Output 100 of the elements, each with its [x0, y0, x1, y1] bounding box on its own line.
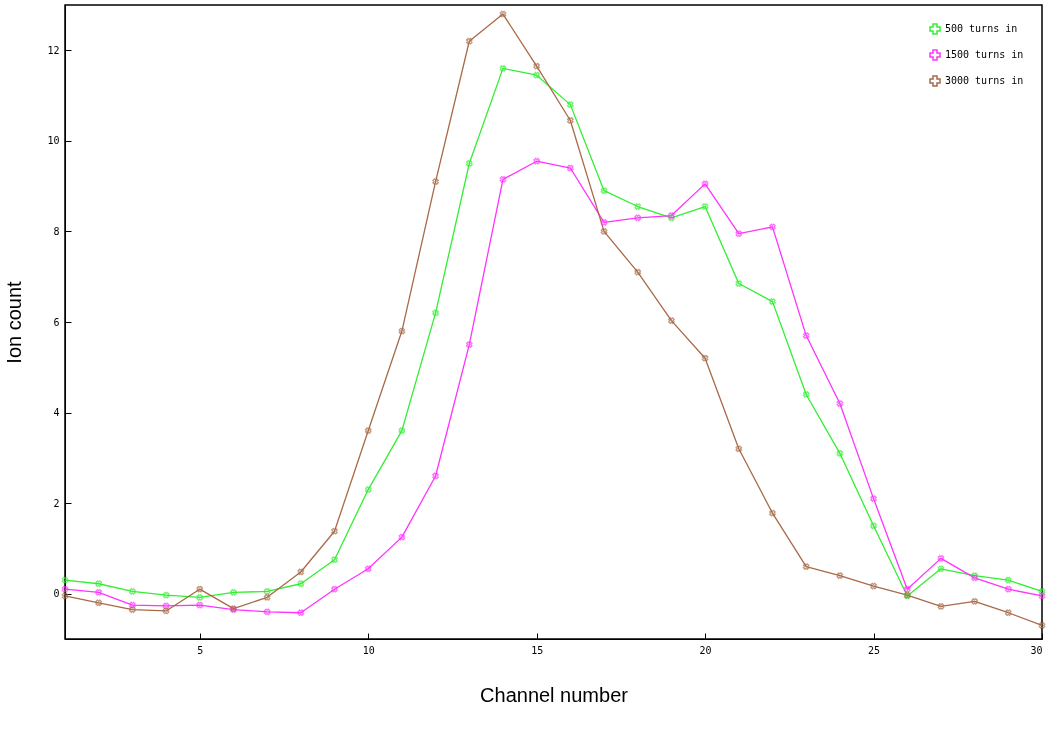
- y-tick-label: 4: [53, 407, 60, 419]
- point: [903, 585, 911, 593]
- legend-label: 500 turns in: [945, 23, 1018, 34]
- point: [836, 400, 844, 407]
- point: [1038, 588, 1046, 595]
- point: [162, 607, 170, 615]
- point: [600, 187, 608, 195]
- point: [61, 576, 69, 584]
- y-axis-title: Ion count: [3, 280, 26, 364]
- point: [499, 10, 507, 18]
- point: [364, 486, 372, 493]
- point: [297, 580, 305, 588]
- point: [1038, 622, 1046, 629]
- x-tick-label: 25: [868, 644, 881, 656]
- point: [95, 580, 103, 588]
- legend-label: 1500 turns in: [945, 49, 1024, 60]
- point: [937, 565, 945, 573]
- point: [331, 556, 338, 564]
- point: [196, 601, 204, 609]
- point: [297, 609, 305, 617]
- y-tick-label: 6: [53, 316, 60, 328]
- point: [1004, 576, 1012, 584]
- point: [61, 585, 69, 593]
- x-tick-label: 10: [362, 644, 375, 656]
- point: [230, 588, 237, 596]
- point: [95, 599, 103, 607]
- point: [802, 391, 810, 398]
- point: [61, 592, 69, 600]
- point: [870, 495, 877, 502]
- point: [566, 164, 574, 172]
- point: [701, 180, 709, 188]
- point: [465, 37, 473, 45]
- point: [533, 71, 541, 79]
- point: [263, 608, 271, 616]
- x-tick-label: 30: [1030, 644, 1043, 656]
- point: [937, 555, 945, 562]
- point: [398, 427, 406, 435]
- point: [701, 354, 709, 362]
- point: [836, 449, 844, 457]
- point: [499, 175, 507, 183]
- point: [196, 585, 204, 593]
- y-tick-label: 2: [53, 497, 60, 509]
- point: [398, 327, 406, 335]
- point: [533, 157, 541, 165]
- point: [600, 228, 608, 235]
- point: [971, 598, 978, 605]
- point: [1038, 592, 1046, 600]
- point: [533, 62, 541, 70]
- point: [432, 309, 439, 317]
- point: [196, 593, 204, 601]
- point: [836, 572, 844, 579]
- point: [331, 527, 338, 535]
- point: [129, 601, 136, 609]
- point: [870, 582, 877, 590]
- point: [701, 203, 709, 210]
- point: [432, 178, 439, 185]
- x-tick-label: 15: [531, 644, 544, 656]
- point: [634, 268, 642, 276]
- point: [769, 298, 776, 305]
- x-axis-title: Channel number: [480, 683, 629, 706]
- point: [263, 588, 271, 595]
- point: [297, 568, 305, 576]
- point: [263, 593, 271, 601]
- point: [566, 117, 574, 124]
- y-tick-label: 0: [53, 588, 60, 600]
- point: [95, 588, 103, 596]
- point: [735, 230, 743, 238]
- point: [162, 591, 170, 599]
- point: [802, 563, 810, 570]
- point: [870, 522, 877, 530]
- point: [331, 585, 338, 593]
- point: [398, 533, 406, 541]
- point: [668, 317, 675, 324]
- point: [735, 445, 743, 453]
- point: [432, 472, 439, 480]
- point: [634, 214, 642, 222]
- point: [364, 427, 372, 435]
- x-tick-label: 20: [699, 644, 712, 656]
- point: [937, 603, 945, 610]
- point: [499, 65, 507, 72]
- y-tick-label: 12: [47, 44, 60, 56]
- point: [600, 219, 608, 226]
- point: [634, 203, 642, 210]
- point: [465, 160, 473, 167]
- point: [1004, 585, 1012, 593]
- point: [465, 341, 473, 348]
- point: [364, 565, 372, 573]
- point: [769, 223, 776, 231]
- x-tick-label: 5: [197, 644, 204, 656]
- legend-label: 3000 turns in: [945, 75, 1024, 86]
- point: [162, 602, 170, 610]
- y-tick-label: 10: [47, 135, 60, 147]
- point: [129, 588, 136, 595]
- point: [735, 280, 743, 287]
- point: [802, 332, 810, 339]
- point: [566, 101, 574, 108]
- point: [769, 509, 776, 517]
- point: [1004, 609, 1012, 617]
- y-tick-label: 8: [53, 225, 60, 237]
- point: [129, 606, 136, 613]
